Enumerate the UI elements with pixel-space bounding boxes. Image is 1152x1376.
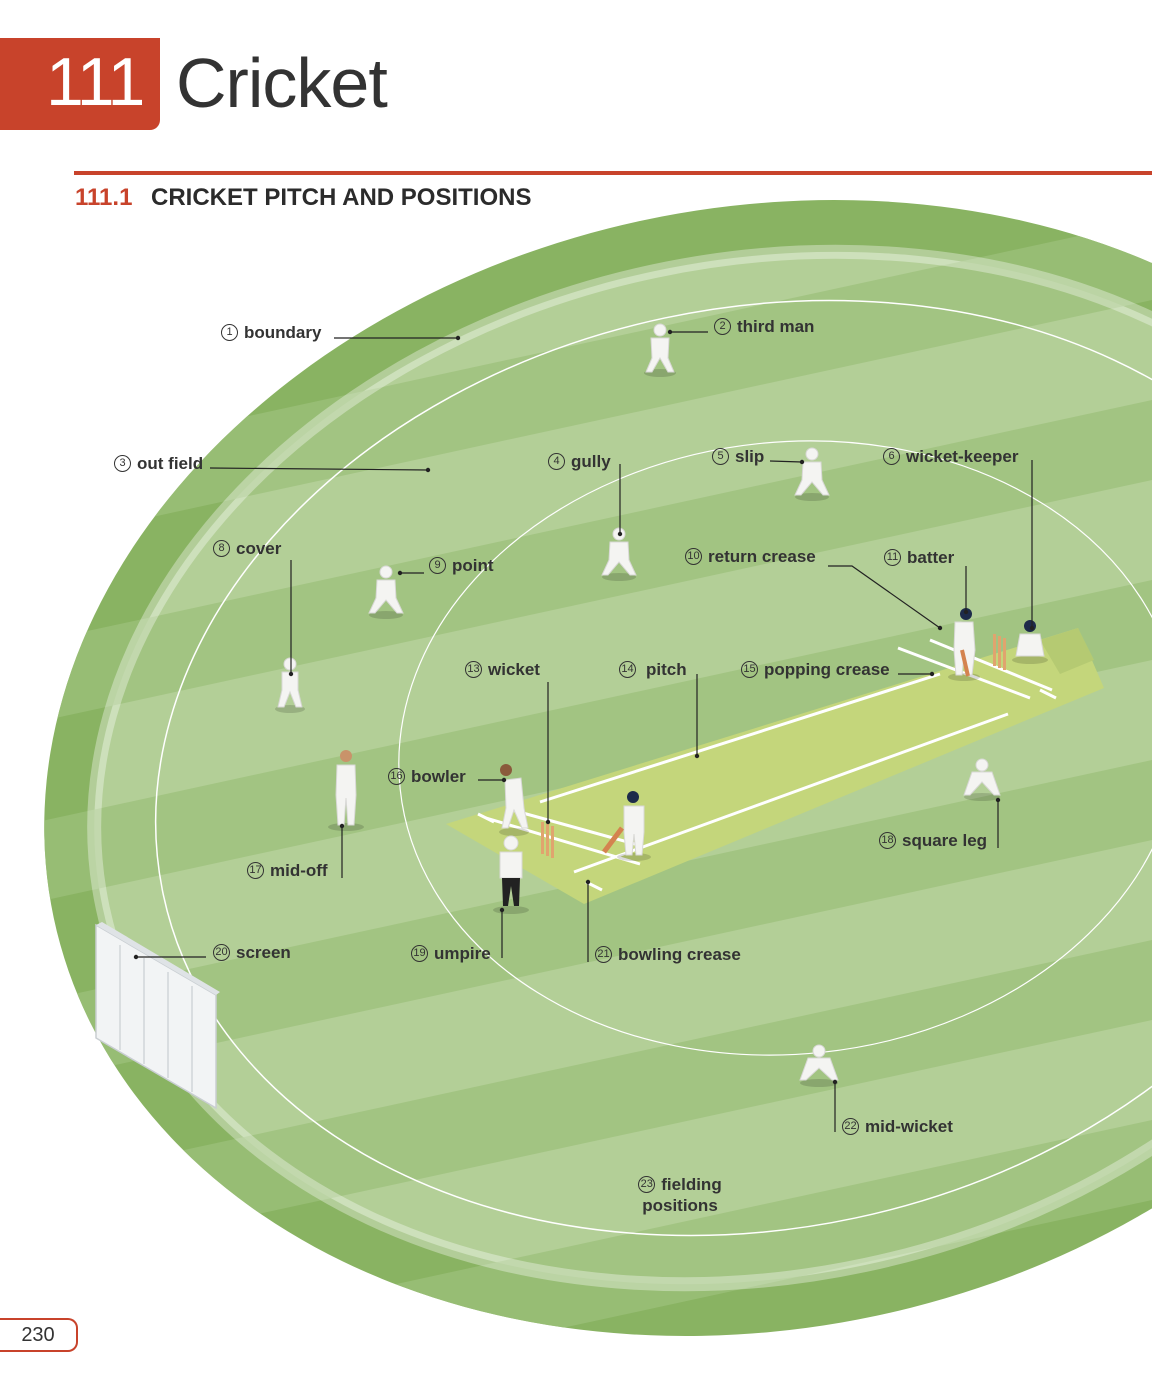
- chapter-number: 111: [46, 44, 145, 120]
- label-text: third man: [737, 317, 815, 336]
- label-number: 16: [388, 768, 405, 785]
- label-point: 9 point: [429, 557, 494, 574]
- label-number: 14: [619, 661, 636, 678]
- leader-dots: [133, 329, 1035, 1085]
- label-slip: 5 slip: [712, 448, 764, 465]
- label-number: 23: [638, 1176, 656, 1193]
- label-number: 10: [685, 548, 702, 565]
- label-wicket: 13 wicket: [465, 661, 540, 678]
- label-text: point: [452, 556, 494, 575]
- leader-lines: [136, 331, 1033, 1132]
- label-number: 5: [712, 448, 729, 465]
- label-text: wicket-keeper: [906, 447, 1019, 466]
- page-number: 230: [0, 1318, 78, 1352]
- label-umpire: 19 umpire: [411, 945, 491, 962]
- label-number: 1: [221, 324, 238, 341]
- stumps-bowlers-end: [541, 822, 554, 858]
- section-title: CRICKET PITCH AND POSITIONS: [151, 184, 532, 211]
- label-out-field: 3 out field: [114, 455, 203, 472]
- label-text: popping crease: [764, 660, 890, 679]
- label-number: 20: [213, 944, 230, 961]
- stumps-batters-end: [993, 634, 1006, 670]
- label-screen: 20 screen: [213, 944, 291, 961]
- label-text-line2: positions: [642, 1196, 718, 1215]
- sight-screen: [95, 922, 220, 1110]
- label-number: 2: [714, 318, 731, 335]
- label-text: pitch: [646, 660, 687, 679]
- label-text: return crease: [708, 547, 816, 566]
- label-number: 11: [884, 549, 901, 566]
- player-bowler: [499, 764, 529, 836]
- player-cover: [275, 657, 305, 713]
- label-mid-wicket: 22 mid-wicket: [842, 1118, 953, 1135]
- label-text: screen: [236, 943, 291, 962]
- label-bowler: 16 bowler: [388, 768, 466, 785]
- player-slip: [794, 447, 830, 501]
- label-text: mid-off: [270, 861, 328, 880]
- label-third-man: 2 third man: [714, 318, 814, 335]
- label-number: 9: [429, 557, 446, 574]
- label-cover: 8 cover: [213, 540, 281, 557]
- label-return-crease: 10 return crease: [685, 548, 816, 565]
- boundary-rope: [154, 299, 1152, 1237]
- label-bowling-crease: 21 bowling crease: [595, 946, 741, 963]
- label-number: 15: [741, 661, 758, 678]
- label-text: batter: [907, 548, 955, 567]
- player-third-man: [644, 323, 676, 377]
- label-text: gully: [571, 452, 611, 471]
- label-number: 8: [213, 540, 230, 557]
- label-number: 6: [883, 448, 900, 465]
- label-text-line1: fielding: [661, 1175, 722, 1194]
- player-square-leg: [963, 758, 1001, 801]
- label-wicket-keeper: 6 wicket-keeper: [883, 448, 1018, 465]
- player-point: [368, 565, 404, 619]
- label-fielding-positions: 23 fielding positions: [630, 1176, 730, 1214]
- players: [275, 323, 1048, 1087]
- label-text: umpire: [434, 944, 491, 963]
- label-number: 21: [595, 946, 612, 963]
- chapter-tab: [0, 38, 160, 130]
- label-text: cover: [236, 539, 282, 558]
- label-text: bowler: [411, 767, 466, 786]
- label-square-leg: 18 square leg: [879, 832, 987, 849]
- section-number: 111.1: [75, 184, 133, 211]
- label-number: 22: [842, 1118, 859, 1135]
- label-text: slip: [735, 447, 765, 466]
- label-text: bowling crease: [618, 945, 741, 964]
- label-pitch: 14 pitch: [619, 661, 687, 678]
- label-boundary: 1 boundary: [221, 324, 321, 341]
- cricket-pitch: [446, 628, 1104, 904]
- chapter-title: Cricket: [176, 44, 388, 122]
- label-number: 17: [247, 862, 264, 879]
- label-number: 18: [879, 832, 896, 849]
- player-batter: [948, 608, 980, 681]
- label-batter: 11 batter: [884, 549, 954, 566]
- label-popping-crease: 15 popping crease: [741, 661, 890, 678]
- label-mid-off: 17 mid-off: [247, 862, 328, 879]
- label-text: out field: [137, 454, 204, 473]
- label-number: 4: [548, 453, 565, 470]
- player-gully: [601, 527, 637, 581]
- player-mid-off: [328, 750, 364, 831]
- player-non-striker: [602, 791, 651, 861]
- player-mid-wicket: [799, 1044, 839, 1087]
- label-gully: 4 gully: [548, 453, 611, 470]
- label-number: 3: [114, 455, 131, 472]
- label-number: 13: [465, 661, 482, 678]
- label-text: square leg: [902, 831, 988, 850]
- label-text: boundary: [244, 323, 322, 342]
- section-rule: [74, 171, 1152, 175]
- label-number: 19: [411, 945, 428, 962]
- label-text: mid-wicket: [865, 1117, 953, 1136]
- label-text: wicket: [488, 660, 540, 679]
